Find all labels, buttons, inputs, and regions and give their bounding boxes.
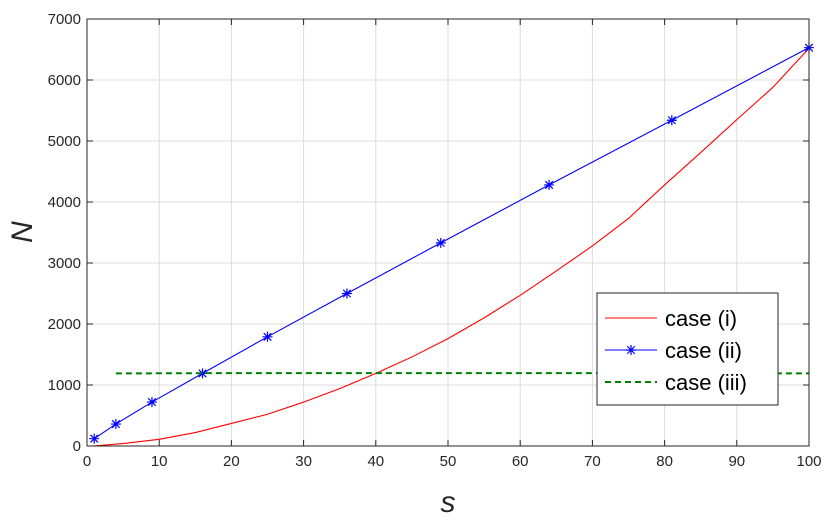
series-2-point: [197, 368, 208, 379]
x-tick-label: 90: [728, 453, 745, 470]
y-tick-label: 5000: [48, 133, 81, 150]
legend-box: [596, 292, 779, 406]
x-tick-label: 50: [440, 453, 457, 470]
legend-item-1: case (i): [605, 306, 737, 331]
x-axis-title: s: [441, 486, 456, 519]
series-2-point: [110, 419, 121, 430]
y-tick-label: 0: [73, 438, 81, 455]
x-tick-label: 60: [512, 453, 529, 470]
series-2: [89, 42, 814, 444]
series-2-point: [666, 115, 677, 126]
series-2-point: [544, 179, 555, 190]
y-tick-label: 2000: [48, 316, 81, 333]
series-2-point: [89, 433, 100, 444]
series-line-2: [93, 47, 810, 440]
x-tick-label: 80: [656, 453, 673, 470]
legend-label: case (i): [665, 306, 737, 331]
y-tick-label: 4000: [48, 194, 81, 211]
x-tick-label: 10: [151, 453, 168, 470]
y-tick-label: 7000: [48, 11, 81, 28]
series-2-point: [435, 237, 446, 248]
y-tick-label: 1000: [48, 377, 81, 394]
legend-swatch-marker: [626, 345, 636, 355]
series-2-point: [146, 397, 157, 408]
legend-label: case (ii): [665, 338, 742, 363]
series-2-point: [262, 331, 273, 342]
y-axis-title: N: [6, 221, 39, 243]
x-axis-ticks: 0 10 20 30 40 50 60 70 80 90 100: [83, 19, 822, 470]
x-tick-label: 20: [223, 453, 240, 470]
series-1: [94, 47, 810, 447]
legend-item-2: case (ii): [605, 338, 742, 363]
y-tick-label: 3000: [48, 255, 81, 272]
y-axis-ticks: 0 1000 2000 3000 4000 5000 6000 7000: [48, 11, 809, 455]
series-2-point: [341, 288, 352, 299]
x-tick-label: 30: [295, 453, 312, 470]
series-line-1: [94, 47, 810, 447]
legend-label: case (iii): [665, 370, 747, 395]
legend: case (i) case (ii) case (iii): [596, 292, 779, 406]
x-tick-label: 70: [584, 453, 601, 470]
x-tick-label: 40: [367, 453, 384, 470]
x-tick-label: 100: [796, 453, 821, 470]
y-tick-label: 6000: [48, 72, 81, 89]
legend-item-3: case (iii): [605, 370, 747, 395]
x-tick-label: 0: [83, 453, 91, 470]
